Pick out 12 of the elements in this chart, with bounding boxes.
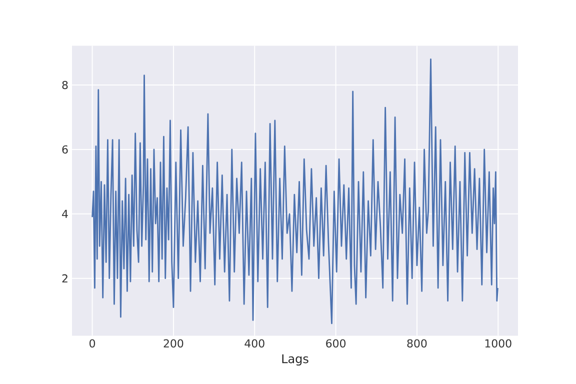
x-tick-label: 400 [244,339,264,348]
x-tick-label: 800 [407,339,427,348]
x-tick-label: 1000 [485,339,512,348]
y-tick-label: 8 [62,80,68,90]
x-tick-label: 200 [164,339,184,348]
y-tick-label: 4 [62,210,68,218]
y-tick-label: 6 [62,145,68,154]
y-tick-label: 2 [62,274,68,282]
x-axis-title: Lags [282,354,308,366]
x-tick-label: 0 [90,339,96,348]
x-tick-label: 600 [326,339,346,348]
line-series [92,58,498,324]
